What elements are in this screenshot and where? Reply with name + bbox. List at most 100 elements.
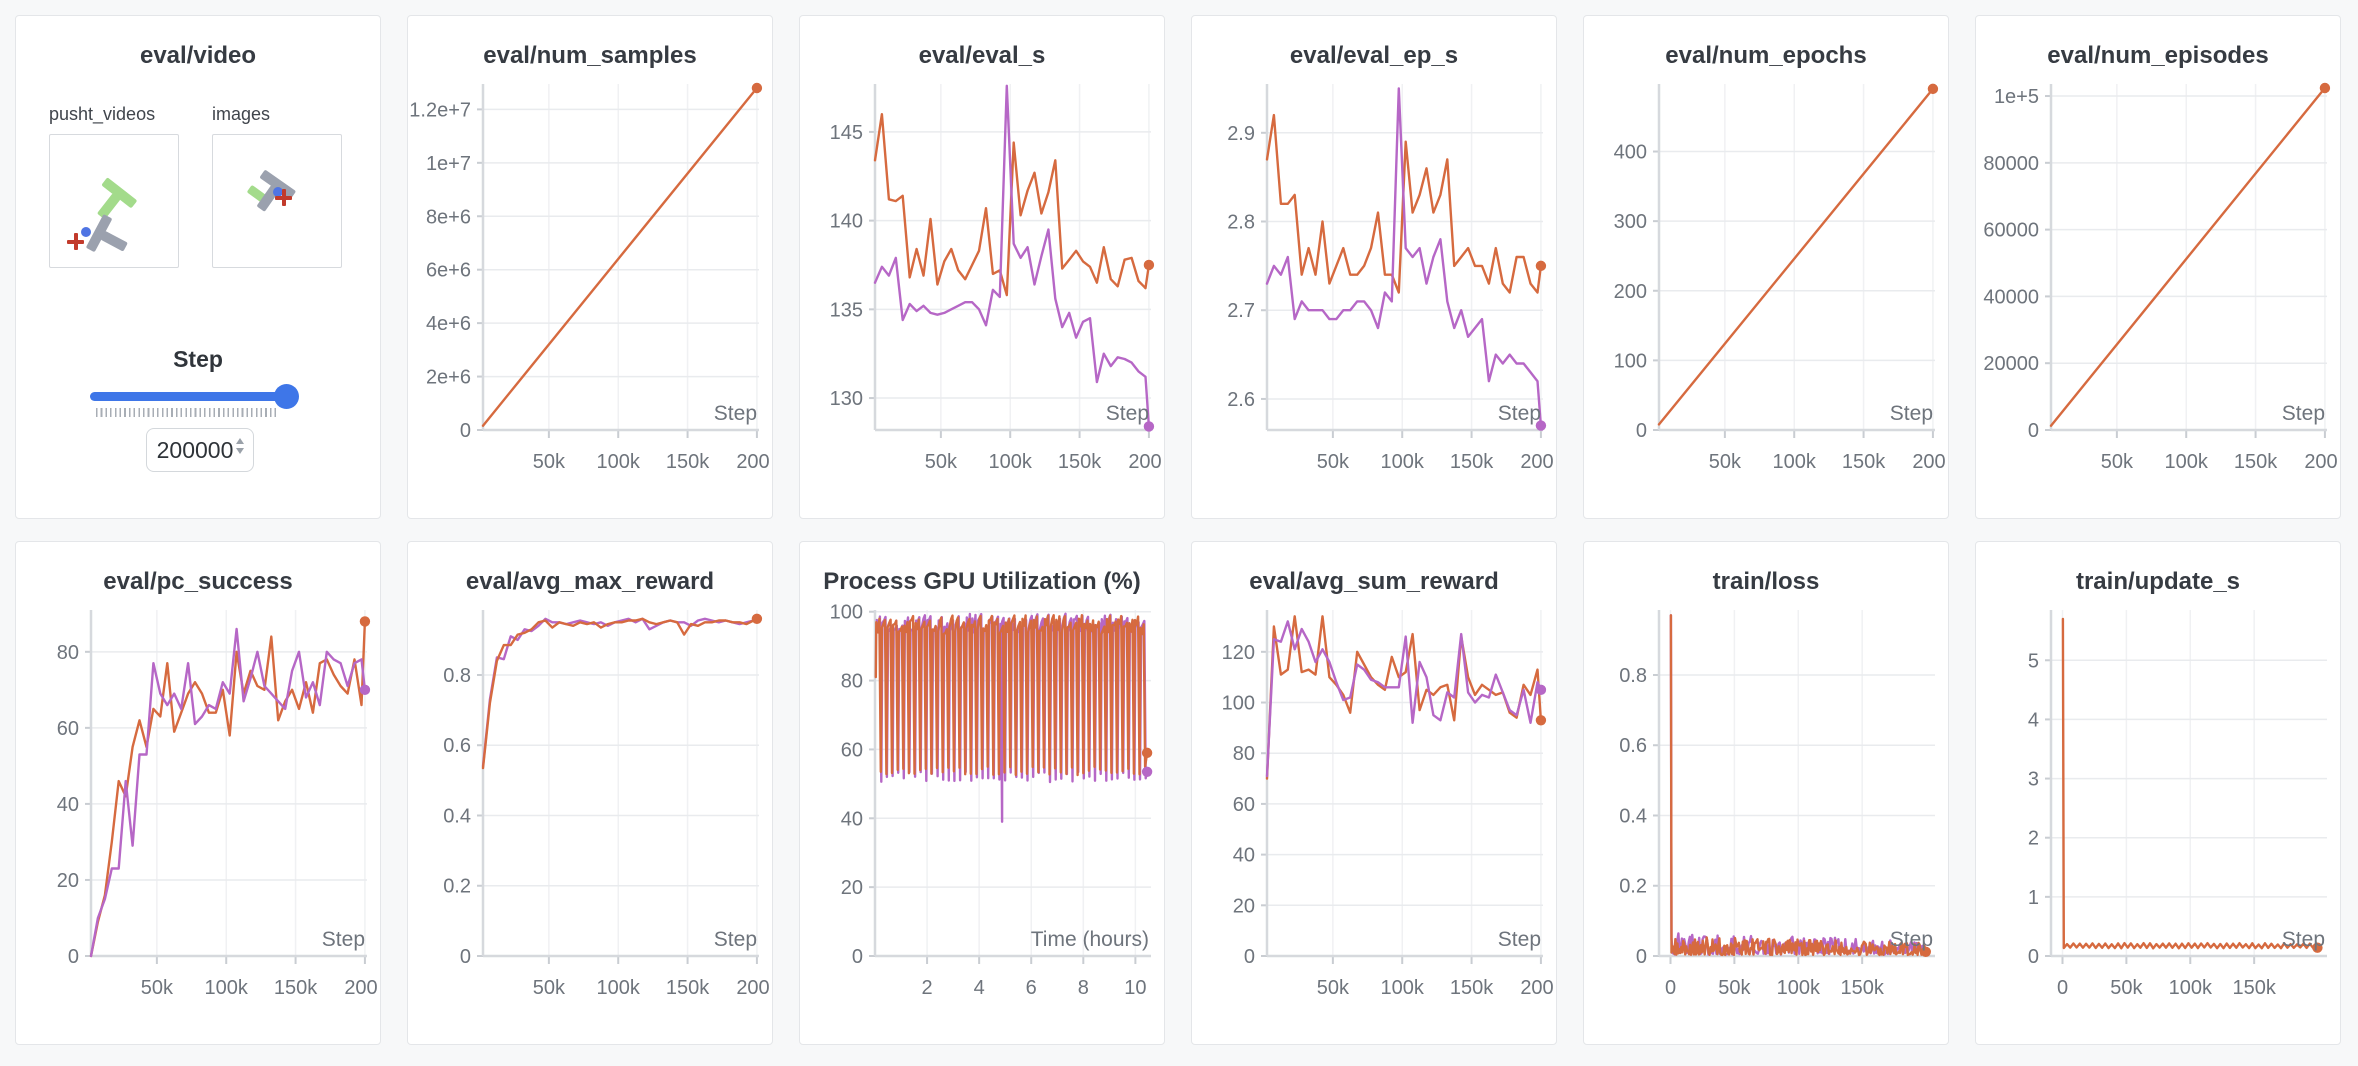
svg-text:135: 135 — [830, 299, 863, 321]
svg-text:100k: 100k — [2169, 977, 2213, 999]
svg-text:200: 200 — [1912, 451, 1945, 473]
chart-title: eval/avg_sum_reward — [1249, 568, 1499, 595]
svg-text:130: 130 — [830, 388, 863, 410]
svg-text:0.6: 0.6 — [443, 735, 471, 757]
svg-text:0.4: 0.4 — [1619, 805, 1647, 827]
svg-text:60: 60 — [841, 739, 863, 761]
video-thumbnail-pusht[interactable] — [49, 134, 179, 268]
svg-text:0: 0 — [852, 946, 863, 968]
svg-text:200: 200 — [2304, 451, 2337, 473]
svg-text:0.6: 0.6 — [1619, 735, 1647, 757]
chart-eval-eval-s[interactable]: 50k 100k 150k 200 130 135 140 145 Step — [801, 74, 1163, 492]
panel-eval-pc-success: eval/pc_success 50k 100k 150k 200 0 20 40 60 80 S… — [15, 541, 381, 1045]
svg-text:100k: 100k — [597, 451, 641, 473]
svg-text:60: 60 — [57, 718, 79, 740]
svg-text:100: 100 — [1614, 350, 1647, 372]
svg-text:80: 80 — [841, 671, 863, 693]
svg-text:0.8: 0.8 — [443, 665, 471, 687]
chart-eval-eval-ep-s[interactable]: 50k 100k 150k 200 2.6 2.7 2.8 2.9 Step — [1193, 74, 1555, 492]
svg-text:Step: Step — [1890, 402, 1933, 425]
svg-text:3: 3 — [2028, 769, 2039, 791]
svg-text:100k: 100k — [2165, 451, 2209, 473]
chart-title: eval/num_epochs — [1665, 42, 1867, 69]
svg-text:100k: 100k — [1777, 977, 1821, 999]
svg-text:1e+5: 1e+5 — [1994, 86, 2039, 108]
svg-text:50k: 50k — [533, 451, 566, 473]
step-slider-thumb[interactable] — [274, 384, 299, 409]
panel-eval-avg-max-reward: eval/avg_max_reward 50k 100k 150k 200 0 0.2 0.… — [407, 541, 773, 1045]
svg-text:4: 4 — [974, 977, 985, 999]
svg-text:2.7: 2.7 — [1227, 300, 1255, 322]
chart-eval-num-episodes[interactable]: 50k 100k 150k 200 0 20000 40000 60000 80000 1e+5 S… — [1977, 74, 2339, 492]
svg-text:0: 0 — [1244, 946, 1255, 968]
svg-text:Step: Step — [714, 928, 757, 951]
svg-text:0: 0 — [2028, 946, 2039, 968]
panel-eval-num-epochs: eval/num_epochs 50k 100k 150k 200 0 100 200 300… — [1583, 15, 1949, 519]
target-cross-icon — [275, 189, 292, 206]
chart-eval-avg-max-reward[interactable]: 50k 100k 150k 200 0 0.2 0.4 0.6 0.8 Step — [409, 600, 771, 1018]
svg-text:200: 200 — [736, 977, 769, 999]
svg-text:200: 200 — [1128, 451, 1161, 473]
svg-text:40: 40 — [841, 808, 863, 830]
svg-text:150k: 150k — [2232, 977, 2276, 999]
target-cross-icon — [67, 233, 84, 250]
panel-title: eval/video — [139, 42, 257, 69]
svg-text:0.2: 0.2 — [1619, 876, 1647, 898]
step-slider-track[interactable] — [90, 392, 288, 401]
svg-text:0.2: 0.2 — [443, 876, 471, 898]
svg-text:100k: 100k — [989, 451, 1033, 473]
panel-train-update-s: train/update_s 0 50k 100k 150k 0 1 2 3 4 5 Step — [1975, 541, 2341, 1045]
svg-text:20000: 20000 — [1983, 353, 2039, 375]
step-slider-ruler — [96, 408, 278, 417]
chart-train-update-s[interactable]: 0 50k 100k 150k 0 1 2 3 4 5 Step — [1977, 600, 2339, 1018]
svg-text:Step: Step — [2282, 402, 2325, 425]
svg-text:50k: 50k — [1718, 977, 1751, 999]
step-number-input[interactable]: 200000 — [146, 428, 254, 472]
chart-title: eval/num_samples — [483, 42, 697, 69]
svg-text:Step: Step — [322, 928, 365, 951]
svg-text:80: 80 — [57, 642, 79, 664]
chart-title: train/update_s — [2075, 568, 2241, 595]
svg-text:150k: 150k — [1450, 451, 1494, 473]
svg-text:20: 20 — [841, 877, 863, 899]
svg-text:0: 0 — [460, 946, 471, 968]
svg-text:100k: 100k — [1381, 977, 1425, 999]
svg-text:2e+6: 2e+6 — [426, 367, 471, 389]
stepper-arrows[interactable] — [236, 438, 244, 454]
video-thumbnail-images[interactable] — [212, 134, 342, 268]
chart-title: eval/avg_max_reward — [465, 568, 715, 595]
svg-text:50k: 50k — [1317, 451, 1350, 473]
panel-eval-num-episodes: eval/num_episodes 50k 100k 150k 200 0 20000 40… — [1975, 15, 2341, 519]
increment-icon[interactable] — [236, 438, 244, 444]
svg-text:150k: 150k — [1842, 451, 1886, 473]
chart-eval-avg-sum-reward[interactable]: 50k 100k 150k 200 0 20 40 60 80 100 120 Step — [1193, 600, 1555, 1018]
svg-text:50k: 50k — [925, 451, 958, 473]
panel-train-loss: train/loss 0 50k 100k 150k 0 0.2 0.4 0.6 0.8 Step — [1583, 541, 1949, 1045]
chart-eval-pc-success[interactable]: 50k 100k 150k 200 0 20 40 60 80 Step — [17, 600, 379, 1018]
svg-text:0: 0 — [460, 420, 471, 442]
chart-eval-num-epochs[interactable]: 50k 100k 150k 200 0 100 200 300 400 Step — [1585, 74, 1947, 492]
svg-text:200: 200 — [1520, 451, 1553, 473]
chart-title: eval/eval_ep_s — [1289, 42, 1459, 69]
svg-text:200: 200 — [1520, 977, 1553, 999]
svg-text:50k: 50k — [2110, 977, 2143, 999]
svg-text:50k: 50k — [141, 977, 174, 999]
svg-text:150k: 150k — [666, 977, 710, 999]
svg-text:Step: Step — [1890, 928, 1933, 951]
chart-train-loss[interactable]: 0 50k 100k 150k 0 0.2 0.4 0.6 0.8 Step — [1585, 600, 1947, 1018]
svg-text:80000: 80000 — [1983, 153, 2039, 175]
agent-dot — [273, 187, 283, 197]
svg-text:400: 400 — [1614, 142, 1647, 164]
svg-text:4: 4 — [2028, 709, 2039, 731]
chart-title: eval/pc_success — [103, 568, 293, 595]
agent-dot — [81, 227, 91, 237]
svg-text:150k: 150k — [666, 451, 710, 473]
chart-title: train/loss — [1712, 568, 1820, 595]
svg-text:2.6: 2.6 — [1227, 389, 1255, 411]
chart-eval-num-samples[interactable]: 50k 100k 150k 200 0 2e+6 4e+6 6e+6 8e+6 1e+7 1.2e+… — [409, 74, 771, 492]
decrement-icon[interactable] — [236, 448, 244, 454]
svg-text:Step: Step — [2282, 928, 2325, 951]
svg-text:150k: 150k — [1840, 977, 1884, 999]
